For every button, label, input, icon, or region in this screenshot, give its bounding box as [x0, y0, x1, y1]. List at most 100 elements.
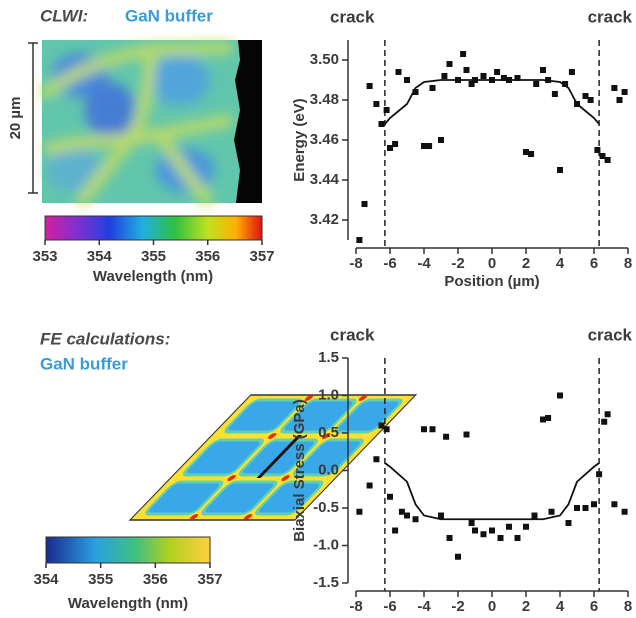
y-tick-label: -0.5: [313, 499, 339, 516]
colorbar-tick-label: 357: [197, 571, 222, 588]
data-point: [412, 516, 419, 523]
data-point: [594, 147, 601, 153]
x-tick-label: -2: [451, 598, 464, 615]
data-point: [463, 67, 470, 73]
data-point: [429, 426, 436, 433]
data-point: [446, 61, 453, 67]
data-point: [361, 201, 368, 207]
fe-label: GaN buffer: [40, 354, 128, 373]
y-tick-label: 0.0: [318, 461, 339, 478]
y-tick-label: 1.0: [318, 386, 339, 403]
data-point: [392, 527, 399, 534]
data-point: [468, 520, 475, 526]
data-point: [557, 167, 563, 173]
data-point: [421, 143, 427, 149]
y-axis-label: Biaxial Stress (GPa): [291, 399, 308, 542]
y-tick-label: -1.5: [313, 574, 339, 591]
data-point: [383, 107, 390, 113]
data-point: [378, 121, 385, 127]
data-point: [392, 141, 399, 147]
colorbar-label: Wavelength (nm): [93, 268, 213, 285]
data-point: [611, 85, 618, 91]
data-point: [557, 392, 563, 399]
fit-line: [384, 462, 600, 521]
data-point: [356, 237, 363, 243]
x-axis-label: Position (µm): [444, 273, 539, 290]
data-point: [616, 97, 623, 103]
data-point: [621, 508, 628, 515]
x-tick-label: 6: [590, 598, 598, 615]
x-tick-label: 8: [624, 598, 632, 615]
data-point: [562, 81, 569, 87]
clwi-label: GaN buffer: [125, 6, 213, 25]
data-point: [421, 426, 427, 433]
data-point: [514, 75, 521, 81]
x-tick-label: 2: [522, 255, 530, 272]
x-tick-label: -4: [417, 255, 431, 272]
data-point: [604, 411, 611, 418]
colorbar-tick-label: 354: [87, 248, 113, 265]
crack-label: crack: [588, 7, 633, 26]
y-tick-label: 0.5: [318, 424, 339, 441]
colorbar-tick-label: 357: [249, 248, 274, 265]
data-point: [523, 149, 529, 155]
y-tick-label: 3.42: [310, 211, 339, 228]
x-tick-label: -6: [383, 598, 396, 615]
x-tick-label: 2: [522, 598, 530, 615]
data-point: [599, 153, 606, 159]
data-point: [601, 418, 608, 425]
x-tick-label: -2: [451, 255, 464, 272]
data-point: [383, 426, 390, 433]
data-point: [533, 81, 540, 87]
fe-grid: [128, 394, 418, 521]
crack-label: crack: [330, 7, 375, 26]
data-point: [480, 73, 487, 79]
data-point: [621, 89, 628, 95]
data-point: [514, 535, 521, 541]
data-point: [429, 85, 436, 91]
x-tick-label: -8: [349, 598, 362, 615]
data-point: [489, 527, 495, 534]
fe-title: FE calculations:: [40, 329, 170, 348]
colorbar-label: Wavelength (nm): [68, 595, 188, 612]
y-tick-label: 3.50: [310, 51, 339, 68]
data-point: [591, 501, 597, 508]
data-point: [373, 456, 380, 463]
data-point: [468, 81, 475, 87]
data-point: [455, 553, 461, 560]
clwi-title: CLWI:: [40, 6, 88, 25]
data-point: [387, 493, 393, 500]
y-tick-label: 1.5: [318, 349, 339, 366]
data-point: [366, 83, 373, 89]
clwi-map: [38, 40, 262, 207]
x-tick-label: 4: [556, 255, 565, 272]
data-point: [412, 89, 419, 95]
data-point: [545, 415, 552, 421]
data-point: [500, 75, 507, 81]
data-point: [404, 512, 410, 519]
colorbar-tick-label: 355: [141, 248, 166, 265]
colorbar-tick-label: 355: [88, 571, 113, 588]
data-point: [582, 505, 589, 511]
data-point: [494, 69, 501, 75]
data-point: [443, 433, 450, 440]
data-point: [574, 505, 580, 511]
data-point: [356, 508, 363, 515]
data-point: [426, 143, 433, 149]
x-tick-label: 0: [488, 598, 496, 615]
data-point: [582, 93, 589, 99]
data-point: [480, 531, 487, 538]
data-point: [528, 151, 535, 157]
colorbar-tick-label: 356: [143, 571, 168, 588]
data-point: [596, 471, 603, 478]
data-point: [373, 101, 380, 107]
x-tick-label: 0: [488, 255, 496, 272]
data-point: [463, 431, 470, 438]
data-point: [366, 482, 373, 489]
colorbar-tick-label: 353: [32, 248, 57, 265]
data-point: [611, 501, 618, 508]
data-point: [587, 97, 594, 103]
x-axis-label: Position (µm): [444, 616, 539, 618]
x-tick-label: 6: [590, 255, 598, 272]
